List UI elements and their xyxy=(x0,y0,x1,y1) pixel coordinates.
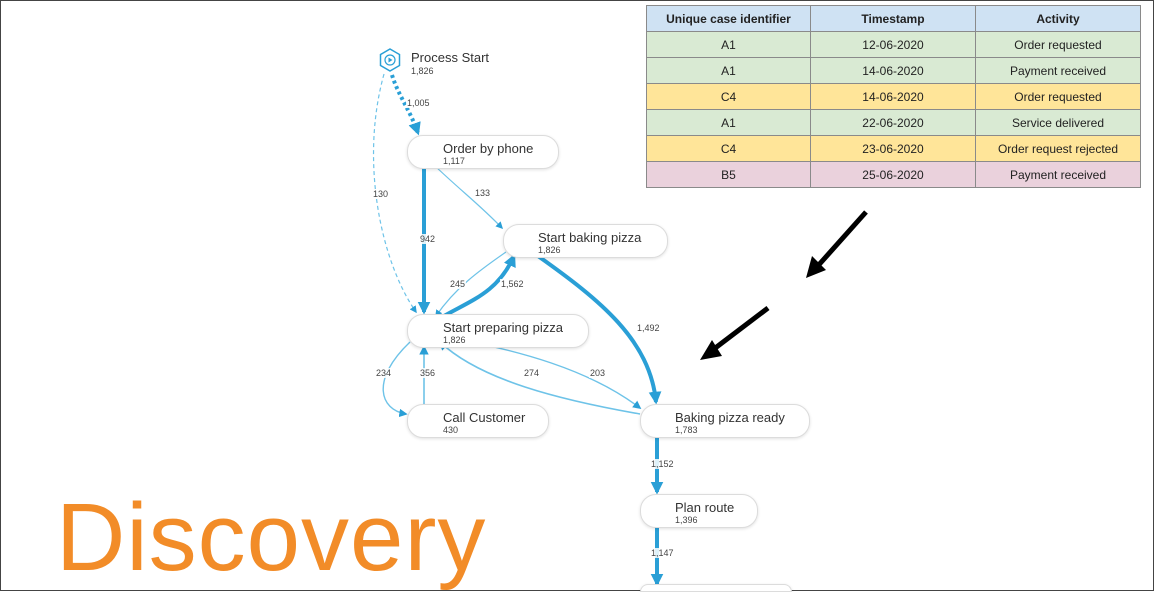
event-log-table: Unique case identifier Timestamp Activit… xyxy=(646,5,1141,188)
header-timestamp: Timestamp xyxy=(810,5,976,32)
node-baking-pill[interactable] xyxy=(503,224,668,258)
node-start-label: Process Start xyxy=(411,50,490,65)
node-ready-pill[interactable] xyxy=(640,404,810,438)
play-triangle-icon xyxy=(388,57,393,63)
edge-baking-preparing xyxy=(435,251,507,318)
cell-activity: Payment received xyxy=(975,57,1141,84)
edge-preparing-baking xyxy=(443,253,516,318)
edge-label-ready-preparing: 274 xyxy=(523,368,541,378)
node-ready-label: Baking pizza ready xyxy=(675,410,785,425)
edge-label-preparing-baking: 1,562 xyxy=(500,279,525,289)
cell-timestamp: 14-06-2020 xyxy=(810,83,976,110)
node-phone-label: Order by phone xyxy=(443,141,534,156)
node-ready-count: 1,783 xyxy=(675,425,698,435)
cell-timestamp: 25-06-2020 xyxy=(810,161,976,188)
cell-timestamp: 14-06-2020 xyxy=(810,57,976,84)
cell-case-id: A1 xyxy=(646,109,811,136)
cell-case-id: B5 xyxy=(646,161,811,188)
node-call-label: Call Customer xyxy=(443,410,526,425)
cell-case-id: A1 xyxy=(646,57,811,84)
arrow-lower-head-icon xyxy=(700,340,722,360)
edge-label-baking-ready: 1,492 xyxy=(636,323,661,333)
edge-label-call-preparing: 356 xyxy=(419,368,437,378)
table-row: A1 22-06-2020 Service delivered xyxy=(646,109,1141,136)
arrow-lower-icon xyxy=(708,306,770,354)
edge-label-route-next: 1,147 xyxy=(650,548,675,558)
edge-label-preparing-ready: 203 xyxy=(589,368,607,378)
edge-label-start-preparing: 130 xyxy=(372,189,390,199)
edge-ready-preparing xyxy=(438,340,641,415)
header-activity: Activity xyxy=(975,5,1141,32)
node-baking-label: Start baking pizza xyxy=(538,230,642,245)
slide-title: Discovery xyxy=(56,484,487,591)
edge-label-phone-baking: 133 xyxy=(474,188,492,198)
node-preparing-pill[interactable] xyxy=(407,314,589,348)
cell-timestamp: 22-06-2020 xyxy=(810,109,976,136)
edge-preparing-call xyxy=(382,341,411,418)
node-preparing-count: 1,826 xyxy=(443,335,466,345)
node-preparing-label: Start preparing pizza xyxy=(443,320,563,335)
node-route-label: Plan route xyxy=(675,500,735,515)
edge-label-baking-preparing: 245 xyxy=(449,279,467,289)
edge-label-ready-route: 1,152 xyxy=(650,459,675,469)
edge-baking-ready xyxy=(536,254,662,405)
arrow-upper-head-icon xyxy=(806,256,826,278)
node-route-count: 1,396 xyxy=(675,515,698,525)
table-row: C4 23-06-2020 Order request rejected xyxy=(646,135,1141,162)
table-row: C4 14-06-2020 Order requested xyxy=(646,83,1141,110)
play-circle-icon xyxy=(384,54,396,66)
arrow-upper-icon xyxy=(814,210,868,270)
node-baking-count: 1,826 xyxy=(538,245,561,255)
cell-activity: Service delivered xyxy=(975,109,1141,136)
node-route-pill[interactable] xyxy=(640,494,758,528)
node-start-count: 1,826 xyxy=(411,66,434,76)
table-header-row: Unique case identifier Timestamp Activit… xyxy=(646,5,1141,32)
cell-timestamp: 23-06-2020 xyxy=(810,135,976,162)
cell-activity: Order request rejected xyxy=(975,135,1141,162)
cell-activity: Order requested xyxy=(975,83,1141,110)
node-phone-pill[interactable] xyxy=(407,135,559,169)
node-call-count: 430 xyxy=(443,425,459,435)
edge-start-phone xyxy=(390,74,421,136)
node-call-pill[interactable] xyxy=(407,404,549,438)
cell-case-id: C4 xyxy=(646,83,811,110)
edge-label-preparing-call: 234 xyxy=(375,368,393,378)
table-row: A1 14-06-2020 Payment received xyxy=(646,57,1141,84)
edge-phone-baking xyxy=(433,164,503,230)
header-case-id: Unique case identifier xyxy=(646,5,811,32)
cell-case-id: C4 xyxy=(646,135,811,162)
edge-label-phone-preparing: 942 xyxy=(419,234,437,244)
cell-timestamp: 12-06-2020 xyxy=(810,31,976,58)
cell-activity: Order requested xyxy=(975,31,1141,58)
table-row: B5 25-06-2020 Payment received xyxy=(646,161,1141,188)
table-row: A1 12-06-2020 Order requested xyxy=(646,31,1141,58)
edge-label-start-phone: 1,005 xyxy=(406,98,431,108)
cell-activity: Payment received xyxy=(975,161,1141,188)
cell-case-id: A1 xyxy=(646,31,811,58)
node-phone-count: 1,117 xyxy=(443,156,465,166)
